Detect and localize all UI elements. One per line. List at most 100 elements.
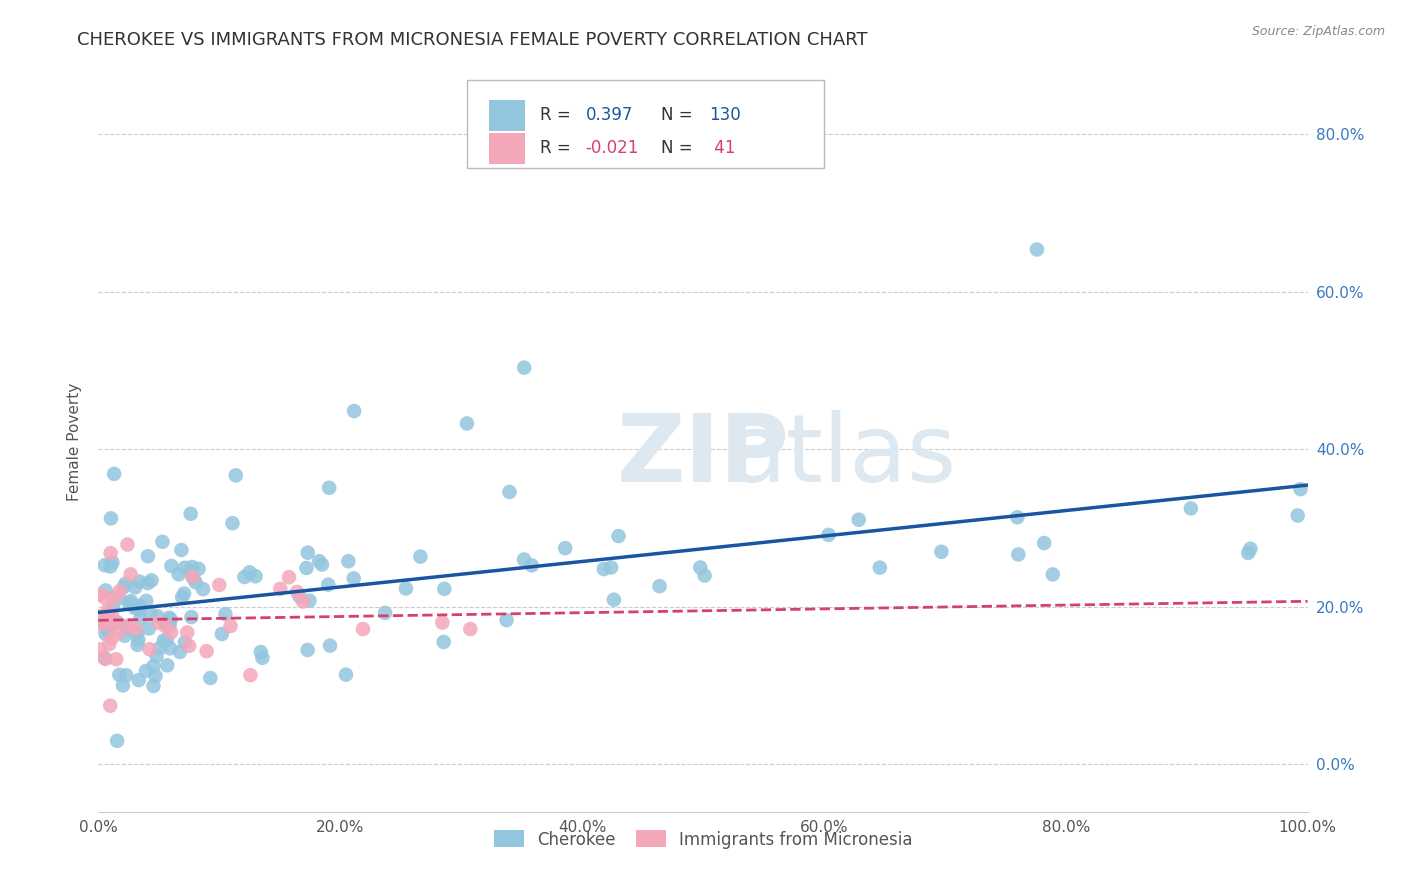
Point [156, 658, 179, 673]
Point [1237, 546, 1260, 560]
Point [138, 642, 160, 657]
Point [1042, 567, 1064, 582]
Point [173, 561, 195, 575]
Point [181, 571, 204, 585]
Point [111, 678, 134, 692]
Point [498, 485, 520, 500]
Point [157, 611, 180, 625]
Point [97, 607, 120, 622]
Point [107, 625, 129, 640]
Point [374, 606, 396, 620]
Point [100, 546, 122, 560]
Point [103, 591, 125, 605]
Point [238, 566, 260, 580]
Point [115, 668, 138, 682]
Point [239, 668, 262, 682]
Point [1180, 501, 1202, 516]
Point [1007, 548, 1029, 562]
Point [221, 516, 243, 531]
Point [1007, 510, 1029, 524]
Point [208, 578, 231, 592]
Point [159, 613, 181, 627]
Point [105, 734, 128, 748]
Point [159, 618, 181, 632]
Point [869, 560, 891, 574]
Point [269, 582, 291, 596]
Point [153, 633, 176, 648]
Point [298, 593, 321, 607]
Point [93, 650, 115, 665]
Point [180, 610, 202, 624]
Point [311, 558, 333, 572]
Point [513, 552, 536, 566]
Point [395, 582, 418, 596]
Point [127, 626, 149, 640]
Point [180, 566, 202, 580]
Point [128, 602, 150, 616]
Point [98, 637, 121, 651]
Point [214, 607, 236, 621]
Point [159, 641, 181, 656]
Point [607, 529, 630, 543]
Text: Source: ZipAtlas.com: Source: ZipAtlas.com [1251, 25, 1385, 38]
Point [120, 594, 142, 608]
Point [155, 619, 177, 633]
Point [97, 609, 120, 624]
Point [93, 558, 115, 573]
Point [156, 633, 179, 648]
Point [96, 623, 118, 637]
Text: N =: N = [661, 106, 697, 124]
Point [142, 659, 165, 673]
Point [191, 582, 214, 596]
Point [458, 622, 481, 636]
Point [129, 612, 152, 626]
Point [292, 594, 315, 608]
Point [250, 645, 273, 659]
Point [848, 513, 870, 527]
Point [128, 599, 150, 613]
Point [554, 541, 576, 556]
Point [127, 638, 149, 652]
Point [96, 616, 118, 631]
Text: CHEROKEE VS IMMIGRANTS FROM MICRONESIA FEMALE POVERTY CORRELATION CHART: CHEROKEE VS IMMIGRANTS FROM MICRONESIA F… [77, 31, 868, 49]
Point [167, 567, 190, 582]
Point [187, 562, 209, 576]
Point [101, 556, 124, 570]
Point [252, 650, 274, 665]
Text: 0.397: 0.397 [586, 106, 633, 124]
Point [513, 360, 536, 375]
Point [141, 574, 163, 588]
Point [108, 667, 131, 681]
Point [94, 626, 117, 640]
Point [103, 467, 125, 481]
Y-axis label: Female Poverty: Female Poverty [67, 383, 83, 500]
Point [145, 648, 167, 663]
Point [285, 585, 308, 599]
Point [135, 664, 157, 678]
Point [200, 671, 222, 685]
Point [456, 417, 478, 431]
Point [117, 537, 139, 551]
Text: 130: 130 [709, 106, 741, 124]
Point [172, 590, 194, 604]
Point [118, 596, 141, 610]
Point [89, 609, 111, 624]
Point [124, 580, 146, 594]
Point [352, 622, 374, 636]
Legend: Cherokee, Immigrants from Micronesia: Cherokee, Immigrants from Micronesia [486, 823, 920, 855]
Point [1286, 508, 1309, 523]
Point [105, 615, 128, 630]
Point [127, 632, 149, 647]
Point [101, 631, 124, 645]
Point [181, 569, 204, 583]
Point [128, 673, 150, 687]
Point [297, 643, 319, 657]
Point [146, 609, 169, 624]
Point [297, 546, 319, 560]
Point [136, 576, 159, 591]
Point [98, 698, 121, 713]
Point [174, 635, 197, 649]
Point [136, 549, 159, 564]
Text: 41: 41 [709, 139, 735, 157]
Text: R =: R = [540, 106, 576, 124]
